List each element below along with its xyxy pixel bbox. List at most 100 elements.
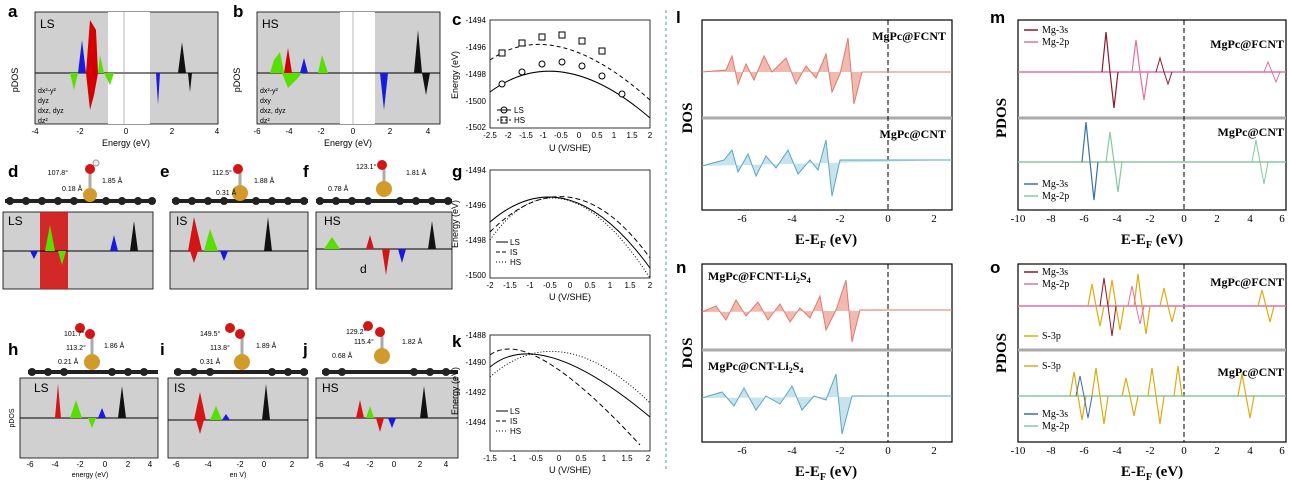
xtick-g-6: 1 [608, 281, 613, 290]
xtick-o-1: -8 [1046, 445, 1056, 457]
ylabel-m: PDOS [994, 98, 1010, 138]
xlabel-g: U (V/SHE) [549, 292, 591, 302]
displacement-d: 0.18 Å [62, 184, 83, 193]
pdos-plot-a: LS dx²-y² dyz dxz, dyz dz² -4 -2 0 2 4 E… [10, 11, 220, 148]
panel-label-j: j [303, 340, 308, 359]
legend-o-bottom-2: S-3p [1042, 361, 1061, 372]
legend-k-0: LS [510, 407, 520, 416]
xtick-m-0: -10 [1011, 213, 1026, 225]
bottom-label-m: MgPc@CNT [1218, 125, 1284, 139]
xtick-c-6: 0.5 [591, 131, 603, 140]
panel-label-m: m [990, 8, 1006, 27]
displacement-f: 0.78 Å [328, 184, 349, 193]
bond-angle-j: 129.2° [346, 328, 367, 336]
svg-text:E-EF (eV): E-EF (eV) [795, 232, 857, 251]
energy-plot-k: -1488 -1490 -1492 -1494 -1.5 -1 -0.5 0 0… [450, 331, 651, 475]
orbital-label-b-0: dx²-y² [260, 88, 279, 95]
legend-o-bottom-1: Mg-2p [1042, 421, 1069, 432]
panel-label-k: k [452, 332, 462, 351]
bond-length-j: 1.82 Å [402, 337, 423, 346]
xtick-h-3: 0 [103, 460, 108, 469]
panel-label-h: h [8, 340, 19, 359]
top-label-s-n: S [800, 269, 807, 283]
ytick-k-2: -1492 [466, 388, 487, 397]
xlabel-sub-n: F [820, 472, 826, 483]
xtick-l-2: -2 [835, 213, 844, 225]
xlabel-o: E-E [1121, 464, 1146, 480]
pdos-plot-j: 129.2° 115.4° 1.82 Å 0.68 Å HS -6 -4 -2 … [315, 321, 459, 469]
top-label-sub-n: 2 [796, 276, 800, 285]
top-label-l: MgPc@FCNT [872, 29, 946, 43]
panel-label-f: f [303, 162, 309, 181]
pdos-plot-m: MgPc@FCNT MgPc@CNT Mg-3s Mg-2p Mg-3s Mg-… [994, 19, 1287, 251]
xtick-c-1: -2 [504, 131, 512, 140]
xlabel-l: E-E [795, 232, 820, 248]
orbital-label-b-3: dz² [260, 118, 270, 125]
xlabel-a: Energy (eV) [102, 138, 150, 148]
xtick-c-2: -1.5 [519, 131, 533, 140]
state-label-j: HS [322, 381, 339, 395]
ytick-c-1: -1496 [466, 43, 487, 52]
xtick-j-1: -4 [342, 460, 350, 469]
inner-label-f: d [360, 262, 367, 276]
pdos-plot-h: 101.7° 113.2° 1.86 Å 0.21 Å LS -6 -4 -2 … [9, 323, 159, 479]
bond-angle-f: 123.1° [356, 163, 377, 171]
xtick-n-2: -2 [835, 445, 844, 457]
xtick-l-4: 2 [931, 213, 937, 225]
xtick-g-4: 0 [568, 281, 573, 290]
bond-angle-h: 101.7° [64, 330, 85, 338]
xtick-k-2: -0.5 [529, 454, 543, 463]
xtick-h-4: 2 [126, 460, 131, 469]
legend-o-top-2: S-3p [1042, 331, 1061, 342]
xtick-o-4: -2 [1145, 445, 1154, 457]
xlabel-c: U (V/SHE) [549, 143, 591, 153]
panel-label-e: e [160, 162, 170, 181]
xtick-g-7: 1.5 [624, 281, 636, 290]
xtick-o-0: -10 [1011, 445, 1026, 457]
ytick-g-0: -1494 [466, 166, 487, 175]
panel-label-n: n [676, 258, 687, 277]
xlabel-k: U (V/SHE) [549, 465, 591, 475]
xlabel-m: E-E [1121, 232, 1146, 248]
ylabel-c: Energy (eV) [450, 51, 460, 99]
xtick-k-5: 1 [602, 454, 607, 463]
xtick-c-7: 1 [612, 131, 617, 140]
xtick-o-5: 0 [1181, 445, 1187, 457]
xtick-a-0: -4 [31, 127, 39, 136]
bond-length-h: 1.86 Å [104, 341, 125, 350]
xlabel-h: energy (eV) [72, 472, 109, 479]
xtick-g-0: -2 [486, 281, 494, 290]
xtick-b-2: -2 [317, 127, 325, 136]
xtick-g-3: -0.5 [543, 281, 557, 290]
xlabel-i: en V) [230, 472, 247, 479]
displacement-i: 0.31 Å [200, 357, 221, 366]
displacement-j: 0.68 Å [332, 351, 353, 360]
xlabel-unit-m: (eV) [1152, 232, 1183, 248]
state-label-a: LS [40, 17, 55, 31]
xtick-k-6: 1.5 [621, 454, 633, 463]
xtick-h-0: -6 [26, 460, 34, 469]
xtick-k-7: 2 [646, 454, 651, 463]
orbital-label-a-1: dyz [38, 98, 49, 105]
legend-c-1: HS [514, 116, 525, 125]
xtick-o-2: -6 [1079, 445, 1089, 457]
xtick-j-3: 0 [392, 460, 397, 469]
orbital-label-b-1: dxy [260, 98, 271, 105]
svg-text:E-EF (eV): E-EF (eV) [795, 464, 857, 483]
orbital-label-a-3: dz² [38, 118, 48, 125]
top-label-n: MgPc@FCNT-Li [708, 269, 797, 283]
xtick-l-0: -6 [737, 213, 747, 225]
bottom-label-sub2-n: 4 [799, 366, 803, 375]
xtick-c-0: -2.5 [483, 131, 497, 140]
xtick-b-0: -6 [253, 127, 261, 136]
orbital-label-b-2: dxz, dyz [260, 108, 286, 115]
bond-angle2-h: 113.2° [66, 344, 86, 352]
pdos-plot-b: HS dx²-y² dxy dxz, dyz dz² -6 -4 -2 0 2 … [232, 11, 441, 148]
xtick-m-6: 2 [1214, 213, 1220, 225]
panel-label-i: i [160, 340, 165, 359]
bond-length-e: 1.88 Å [254, 176, 275, 185]
xtick-i-4: 2 [290, 460, 295, 469]
ytick-g-1: -1496 [466, 201, 487, 210]
bond-angle-d: 107.8° [48, 169, 69, 177]
legend-m-top-1: Mg-2p [1042, 37, 1069, 48]
